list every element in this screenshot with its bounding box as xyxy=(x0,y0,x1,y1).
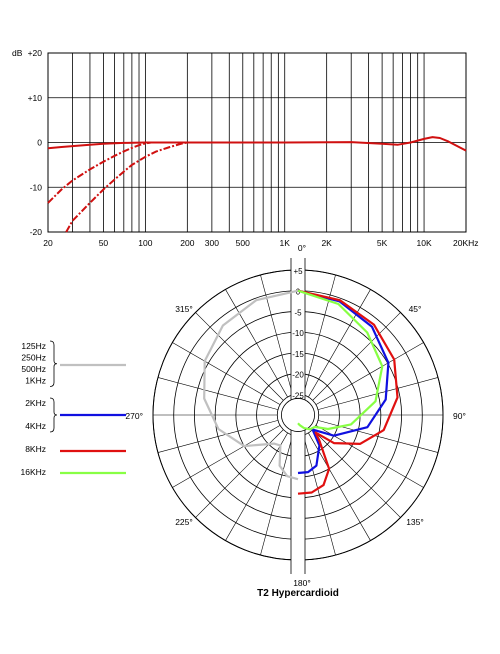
spoke xyxy=(315,342,424,405)
polar-curve-2 xyxy=(297,289,399,495)
spoke xyxy=(317,420,439,453)
response-curve-1 xyxy=(47,141,152,204)
angle-label: 45° xyxy=(409,304,422,314)
y-tick-label: +10 xyxy=(28,93,43,103)
spoke xyxy=(308,432,371,541)
x-tick-label: 5K xyxy=(377,238,388,248)
y-tick-label: -10 xyxy=(30,182,43,192)
legend-label: 8KHz xyxy=(25,444,46,454)
angle-label: 135° xyxy=(406,517,424,527)
radial-label: -10 xyxy=(292,329,304,338)
x-tick-label: 10K xyxy=(416,238,431,248)
frequency-response-chart: +20 +10 0 -10 -20 dB 20 50 100 200 300 500 1K 2K 5K 10K… xyxy=(12,48,479,248)
angle-label: 0° xyxy=(298,243,306,253)
radial-label: -5 xyxy=(294,308,302,317)
radial-label: +5 xyxy=(293,267,303,276)
x-tick-label: 100 xyxy=(138,238,152,248)
polar-curve-3 xyxy=(297,289,384,431)
x-tick-label: 1K xyxy=(280,238,291,248)
response-curve-0 xyxy=(47,136,467,152)
spoke xyxy=(157,420,279,453)
radial-label: -15 xyxy=(292,350,304,359)
radial-label: 0 xyxy=(296,288,301,297)
spoke xyxy=(172,425,281,488)
x-tick-label: 300 xyxy=(205,238,219,248)
legend-brace xyxy=(49,340,58,387)
spoke xyxy=(225,289,288,398)
y-tick-label: +20 xyxy=(28,48,43,58)
polar-chart-title: T2 Hypercardioid xyxy=(257,588,339,599)
spoke xyxy=(157,377,279,410)
legend-label: 4KHz xyxy=(25,421,46,431)
x-tick-label: 2K xyxy=(321,238,332,248)
x-tick-label: 20KHz xyxy=(453,238,479,248)
polar-pattern-chart: +5 0 -5 -10 -15 -20 -25 0° 45° 90° 135° 180° 225° 270… xyxy=(125,243,465,588)
spoke xyxy=(260,274,293,396)
plot-frame xyxy=(47,52,467,233)
angle-label: 315° xyxy=(175,304,193,314)
legend-label: 125Hz xyxy=(21,341,46,351)
legend-label: 16KHz xyxy=(20,467,46,477)
spoke xyxy=(195,312,284,401)
spoke xyxy=(312,429,401,518)
angle-label: 270° xyxy=(125,411,143,421)
x-tick-label: 20 xyxy=(43,238,53,248)
legend-brace xyxy=(49,397,58,433)
spoke xyxy=(303,274,336,396)
y-tick-label: -20 xyxy=(30,227,43,237)
legend-label: 250Hz xyxy=(21,353,46,363)
angle-label: 225° xyxy=(175,517,193,527)
spoke xyxy=(225,432,288,541)
angle-label: 90° xyxy=(453,411,466,421)
y-tick-label: 0 xyxy=(37,138,42,148)
radial-label: -20 xyxy=(292,371,304,380)
angle-label: 180° xyxy=(293,578,311,588)
spoke xyxy=(312,312,401,401)
x-tick-label: 50 xyxy=(99,238,109,248)
spoke xyxy=(303,434,336,556)
polar-curve-0 xyxy=(203,289,299,481)
spoke xyxy=(172,342,281,405)
spoke xyxy=(260,434,293,556)
legend-label: 1KHz xyxy=(25,376,46,386)
center-disc xyxy=(281,398,315,432)
x-tick-label: 500 xyxy=(236,238,250,248)
radial-label: -25 xyxy=(292,391,304,400)
legend-label: 2KHz xyxy=(25,398,46,408)
spoke xyxy=(308,289,371,398)
legend-label: 500Hz xyxy=(21,364,46,374)
x-tick-label: 200 xyxy=(180,238,194,248)
y-unit-label: dB xyxy=(12,48,23,58)
polar-curve-1 xyxy=(297,289,390,475)
